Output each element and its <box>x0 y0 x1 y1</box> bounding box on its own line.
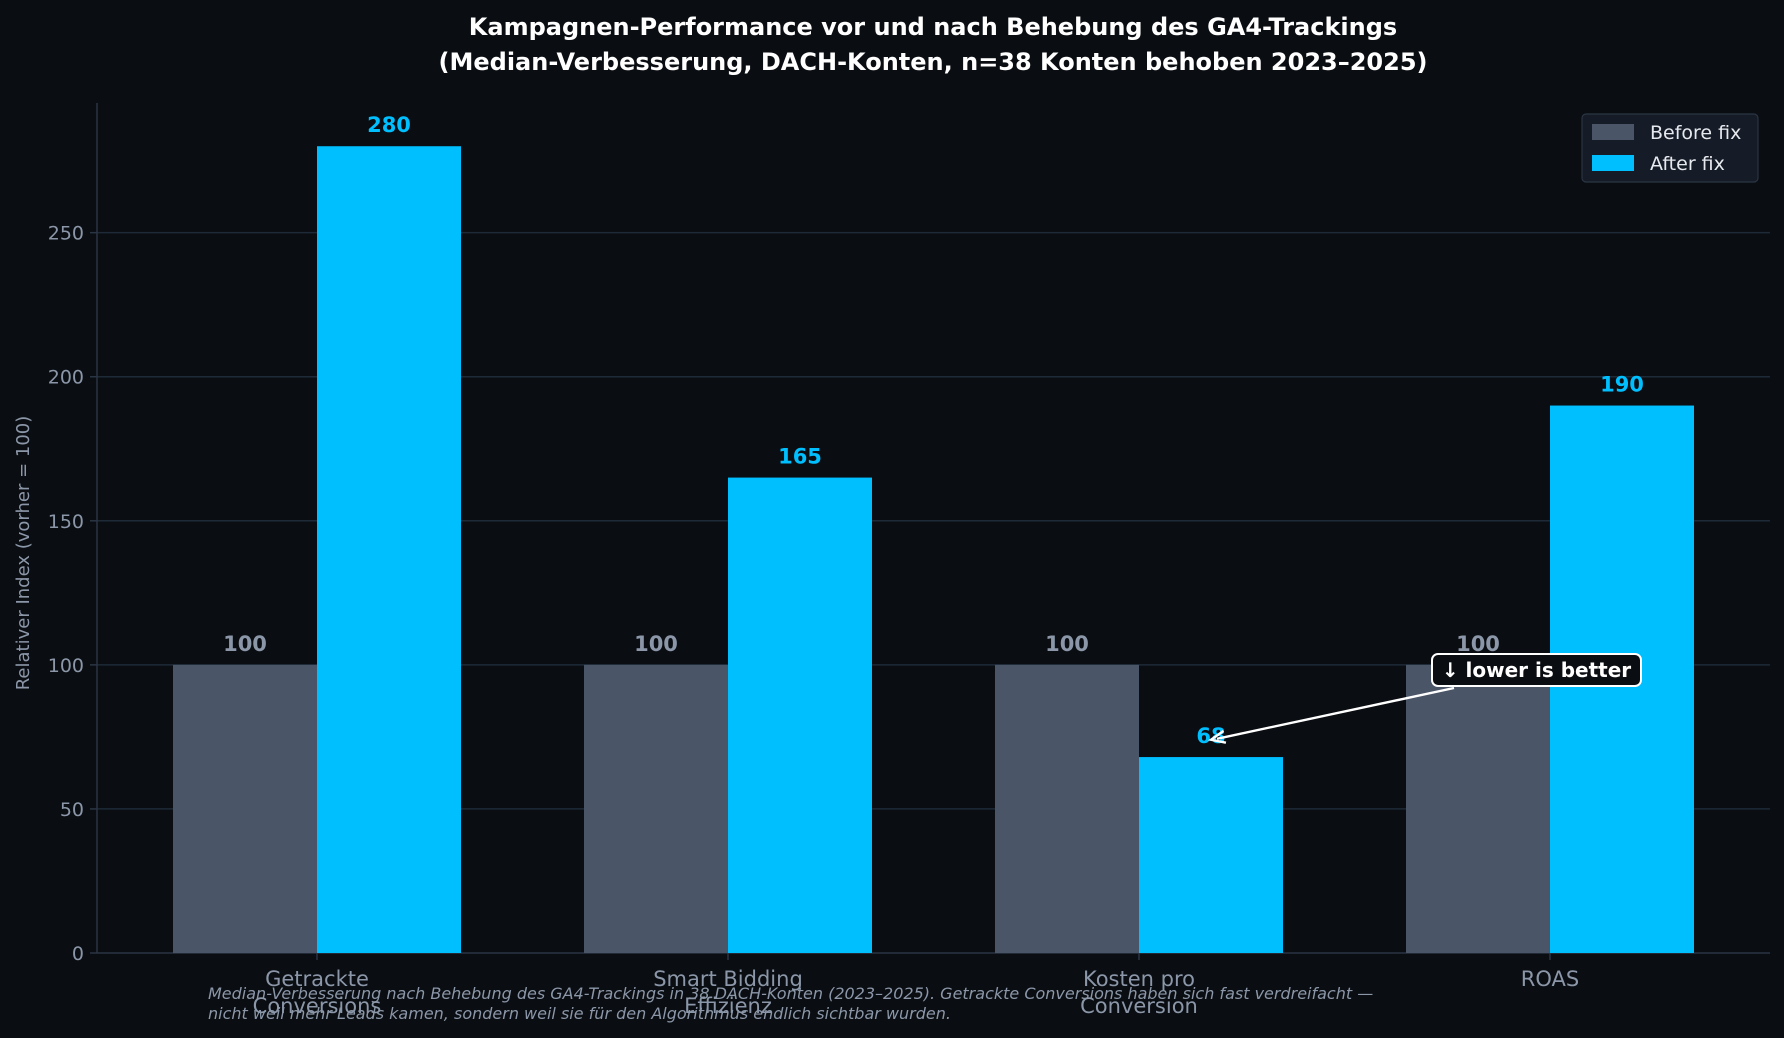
x-tick-label: Getrackte <box>265 967 369 991</box>
y-tick-label: 200 <box>48 367 84 389</box>
data-label-after-fix: 190 <box>1600 373 1644 397</box>
chart-title-line1: Kampagnen-Performance vor und nach Beheb… <box>469 13 1397 41</box>
x-tick-label: Effizienz <box>684 994 772 1018</box>
y-tick-label: 150 <box>48 511 84 533</box>
bars <box>173 146 1694 953</box>
x-tick-label: Smart Bidding <box>653 967 803 991</box>
annotation-arrowhead <box>1208 730 1227 744</box>
bar-after-fix <box>1139 757 1283 953</box>
data-label-after-fix: 165 <box>778 445 822 469</box>
data-label-before-fix: 100 <box>1456 632 1500 656</box>
y-axis-label: Relativer Index (vorher = 100) <box>13 416 34 691</box>
bar-before-fix <box>1406 664 1550 953</box>
x-tick-label: Conversions <box>253 994 382 1018</box>
legend-swatch-after-fix <box>1592 155 1634 171</box>
data-label-before-fix: 100 <box>1045 632 1089 656</box>
caption-line1: Median-Verbesserung nach Behebung des GA… <box>208 984 1373 1003</box>
legend-label-after-fix: After fix <box>1650 153 1725 175</box>
legend-swatch-before-fix <box>1592 124 1634 140</box>
x-tick-label: ROAS <box>1521 967 1579 991</box>
y-tick-label: 0 <box>72 943 84 965</box>
data-label-before-fix: 100 <box>634 632 678 656</box>
annotation: ↓ lower is better <box>1208 653 1642 744</box>
legend-label-before-fix: Before fix <box>1650 122 1741 144</box>
data-label-before-fix: 100 <box>223 632 267 656</box>
annotation-box <box>1431 653 1642 687</box>
bar-after-fix <box>728 477 872 953</box>
data-labels: 100 280 100 165 100 68 100 190 <box>223 113 1644 748</box>
chart-title-line2: (Median-Verbesserung, DACH-Konten, n=38 … <box>439 48 1428 76</box>
y-tick-label: 100 <box>48 655 84 677</box>
bar-before-fix <box>995 664 1139 953</box>
bar-after-fix <box>317 146 461 953</box>
data-label-after-fix: 280 <box>367 113 411 137</box>
x-tick-label: Conversion <box>1080 994 1198 1018</box>
y-tick-label: 250 <box>48 223 84 245</box>
x-tick-labels: Getrackte Conversions Smart Bidding Effizie… <box>253 967 1580 1018</box>
bar-before-fix <box>584 664 728 953</box>
annotation-text: ↓ lower is better <box>1442 658 1631 682</box>
x-tick-label: Kosten pro <box>1083 967 1195 991</box>
legend: Before fix After fix <box>1581 113 1759 183</box>
y-tick-label: 50 <box>60 799 84 821</box>
bar-before-fix <box>173 664 317 953</box>
annotation-arrow-line <box>1216 686 1455 740</box>
caption-line2: nicht weil mehr Leads kamen, sondern wei… <box>208 1004 951 1023</box>
data-label-after-fix: 68 <box>1196 724 1225 748</box>
